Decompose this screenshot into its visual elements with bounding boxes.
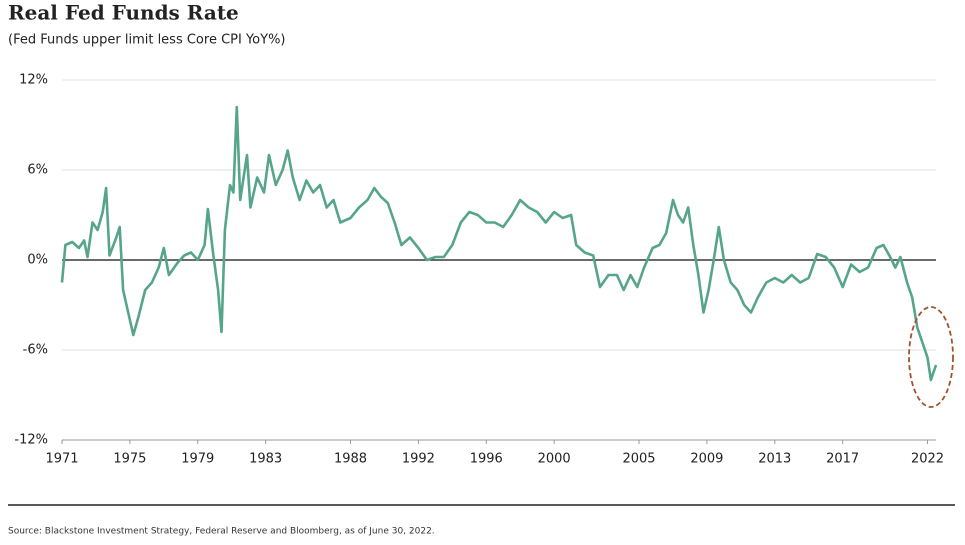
chart-subtitle: (Fed Funds upper limit less Core CPI YoY… xyxy=(8,33,286,48)
x-tick-label: 2013 xyxy=(758,452,791,467)
x-tick-label: 1983 xyxy=(249,452,282,467)
x-tick-label: 1996 xyxy=(470,452,503,467)
highlight-ellipse xyxy=(908,306,954,408)
x-tick-label: 1971 xyxy=(45,452,78,467)
x-tick-label: 1979 xyxy=(181,452,214,467)
x-tick-label: 2017 xyxy=(826,452,859,467)
y-tick-label: -12% xyxy=(14,433,48,448)
series-line xyxy=(60,105,938,382)
chart-title: Real Fed Funds Rate xyxy=(8,1,239,25)
y-tick-label: 12% xyxy=(19,73,48,88)
x-tick-label: 1988 xyxy=(334,452,367,467)
y-tick-label: 6% xyxy=(27,163,48,178)
x-tick-label: 2022 xyxy=(911,452,944,467)
source-note: Source: Blackstone Investment Strategy, … xyxy=(8,527,435,537)
y-tick-label: 0% xyxy=(27,253,48,268)
x-tick-label: 2009 xyxy=(690,452,723,467)
x-tick-label: 2000 xyxy=(538,452,571,467)
x-tick-label: 2005 xyxy=(622,452,655,467)
y-tick-label: -6% xyxy=(23,343,48,358)
x-tick-label: 1992 xyxy=(402,452,435,467)
x-tick-label: 1975 xyxy=(113,452,146,467)
